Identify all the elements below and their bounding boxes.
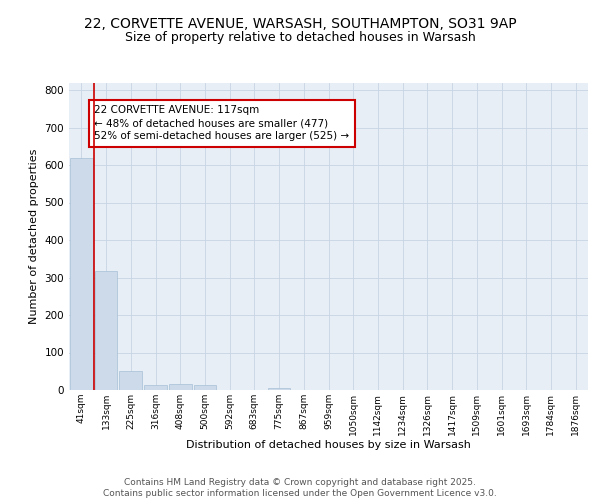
Text: 22, CORVETTE AVENUE, WARSASH, SOUTHAMPTON, SO31 9AP: 22, CORVETTE AVENUE, WARSASH, SOUTHAMPTO… — [83, 18, 517, 32]
Bar — [194, 385, 216, 390]
Text: 22 CORVETTE AVENUE: 117sqm
← 48% of detached houses are smaller (477)
52% of sem: 22 CORVETTE AVENUE: 117sqm ← 48% of deta… — [94, 105, 349, 142]
Bar — [169, 384, 191, 390]
Text: Size of property relative to detached houses in Warsash: Size of property relative to detached ho… — [125, 31, 475, 44]
Bar — [70, 158, 93, 390]
Bar — [144, 385, 167, 390]
X-axis label: Distribution of detached houses by size in Warsash: Distribution of detached houses by size … — [186, 440, 471, 450]
Text: Contains HM Land Registry data © Crown copyright and database right 2025.
Contai: Contains HM Land Registry data © Crown c… — [103, 478, 497, 498]
Y-axis label: Number of detached properties: Number of detached properties — [29, 148, 39, 324]
Bar — [119, 370, 142, 390]
Bar — [268, 388, 290, 390]
Bar — [95, 271, 118, 390]
